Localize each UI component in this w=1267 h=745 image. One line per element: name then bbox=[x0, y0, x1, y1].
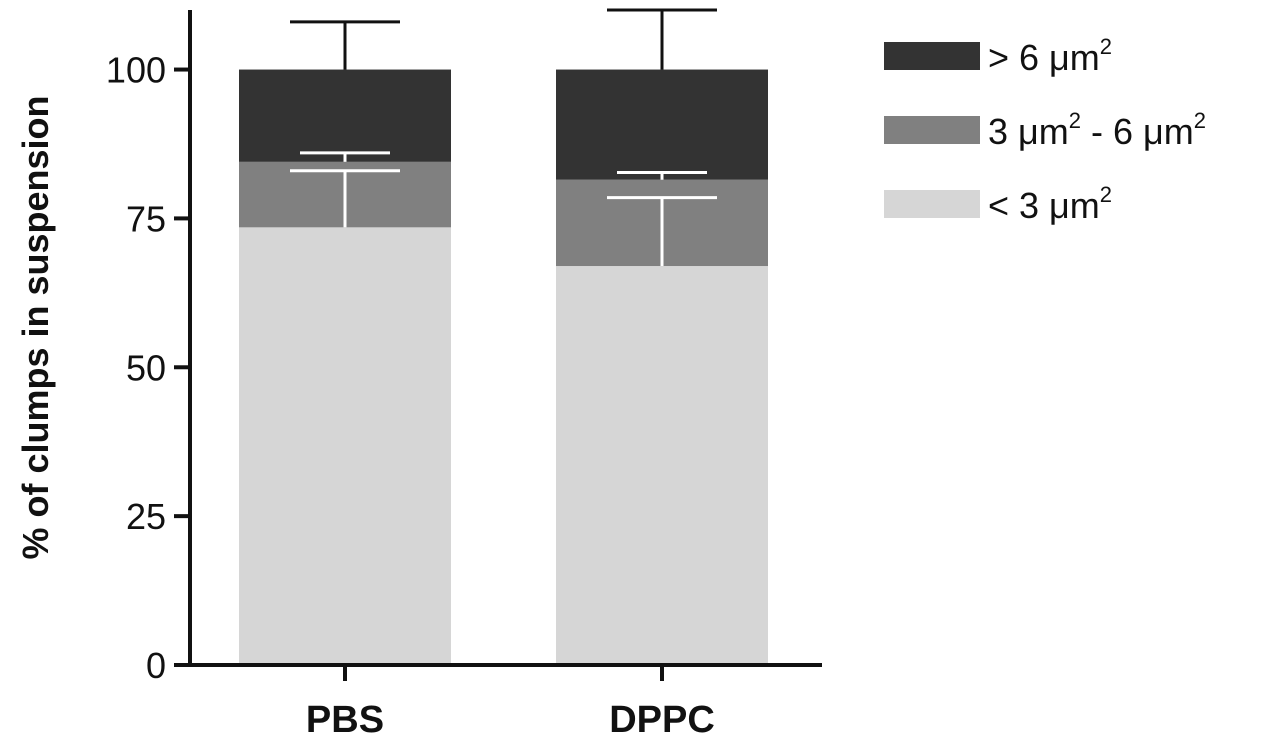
legend-swatch-0 bbox=[884, 42, 980, 70]
x-tick-label-pbs: PBS bbox=[306, 699, 384, 741]
bar-segment-pbs-2 bbox=[239, 69, 451, 162]
x-tick-label-dppc: DPPC bbox=[609, 699, 715, 741]
bars-group bbox=[239, 69, 768, 665]
legend-label-1: 3 μm2 - 6 μm2 bbox=[988, 108, 1206, 152]
legend-swatch-1 bbox=[884, 116, 980, 144]
legend-swatch-2 bbox=[884, 190, 980, 218]
bar-segment-pbs-0 bbox=[239, 227, 451, 665]
y-tick-label: 100 bbox=[106, 50, 166, 91]
y-tick-label: 75 bbox=[126, 198, 166, 239]
y-tick-label: 0 bbox=[146, 645, 166, 686]
y-axis-label: % of clumps in suspension bbox=[15, 95, 56, 559]
bar-segment-dppc-0 bbox=[556, 266, 768, 665]
x-ticks-group: PBS DPPC bbox=[306, 665, 715, 741]
legend-label-2: < 3 μm2 bbox=[988, 182, 1112, 226]
legend: > 6 μm2 3 μm2 - 6 μm2 < 3 μm2 bbox=[884, 34, 1206, 226]
error-bars-group bbox=[290, 8, 717, 267]
y-ticks-group: 0 25 50 75 100 bbox=[106, 50, 190, 686]
legend-label-0: > 6 μm2 bbox=[988, 34, 1112, 78]
axes-group bbox=[188, 10, 822, 667]
y-tick-label: 25 bbox=[126, 496, 166, 537]
bar-segment-dppc-2 bbox=[556, 69, 768, 180]
y-tick-label: 50 bbox=[126, 347, 166, 388]
